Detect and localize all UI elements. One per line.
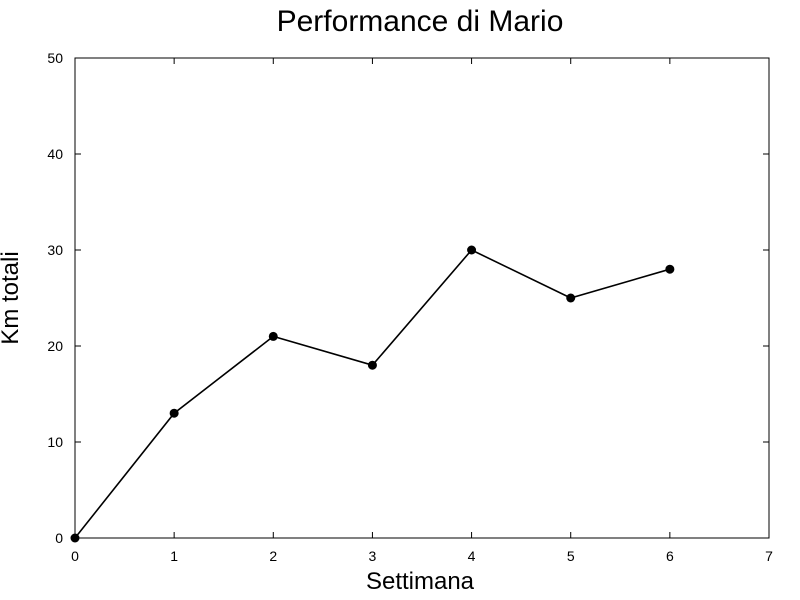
data-point [268, 331, 278, 341]
x-tick-label: 6 [666, 548, 674, 564]
y-tick-label: 30 [47, 242, 63, 258]
x-tick-label: 1 [170, 548, 178, 564]
y-tick-label: 0 [55, 530, 63, 546]
data-point [169, 408, 179, 418]
x-tick-label: 7 [765, 548, 773, 564]
x-tick-label: 3 [369, 548, 377, 564]
data-point [367, 360, 377, 370]
data-point [70, 533, 80, 543]
chart-title: Performance di Mario [277, 5, 564, 38]
y-axis: 0 10 20 30 40 50 [47, 50, 769, 546]
x-tick-label: 0 [71, 548, 79, 564]
y-axis-label: Km totali [0, 251, 24, 344]
x-axis: 0 1 2 3 4 5 6 7 [71, 58, 773, 564]
data-point [665, 264, 675, 274]
series-line [74, 249, 671, 539]
x-tick-label: 4 [468, 548, 476, 564]
x-tick-label: 5 [567, 548, 575, 564]
y-tick-label: 20 [47, 338, 63, 354]
y-tick-label: 10 [47, 434, 63, 450]
x-tick-label: 2 [269, 548, 277, 564]
y-tick-label: 40 [47, 146, 63, 162]
data-point [566, 293, 576, 303]
x-axis-label: Settimana [366, 568, 475, 595]
plot-area-frame [74, 57, 770, 539]
series-layer [70, 245, 675, 543]
data-point [467, 245, 477, 255]
y-tick-label: 50 [47, 50, 63, 66]
